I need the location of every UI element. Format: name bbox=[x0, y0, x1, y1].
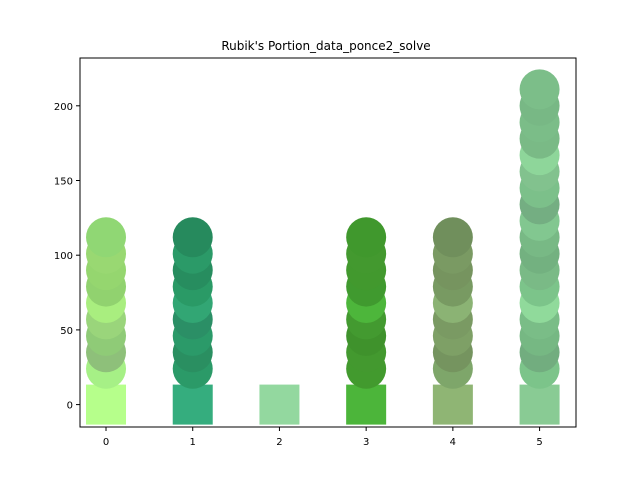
y-tick-label: 200 bbox=[54, 102, 73, 113]
circle-marker-1-8 bbox=[172, 217, 213, 258]
square-marker-4 bbox=[432, 384, 473, 425]
square-marker-5 bbox=[519, 384, 560, 425]
x-tick-label: 3 bbox=[363, 437, 369, 448]
x-axis: 0 1 2 3 4 5 bbox=[103, 427, 543, 448]
square-marker-1 bbox=[172, 384, 213, 425]
x-tick-label: 4 bbox=[450, 437, 456, 448]
y-tick-label: 150 bbox=[54, 177, 73, 188]
y-tick-label: 100 bbox=[54, 251, 73, 262]
x-tick-label: 1 bbox=[190, 437, 196, 448]
data-marks bbox=[86, 69, 560, 425]
y-tick-label: 0 bbox=[67, 401, 73, 412]
circle-marker-3-8 bbox=[346, 217, 387, 258]
x-tick-label: 2 bbox=[276, 437, 282, 448]
chart-title: Rubik's Portion_data_ponce2_solve bbox=[221, 39, 430, 53]
circle-marker-5-17 bbox=[519, 69, 560, 110]
plot-frame bbox=[79, 57, 577, 428]
square-marker-0 bbox=[86, 384, 127, 425]
y-tick-label: 50 bbox=[60, 326, 73, 337]
x-tick-label: 5 bbox=[536, 437, 542, 448]
x-tick-label: 0 bbox=[103, 437, 109, 448]
square-marker-3 bbox=[346, 384, 387, 425]
circle-marker-4-8 bbox=[432, 217, 473, 258]
y-axis: 0 50 100 150 200 bbox=[54, 102, 80, 412]
circle-marker-0-8 bbox=[86, 217, 127, 258]
square-marker-2 bbox=[259, 384, 300, 425]
